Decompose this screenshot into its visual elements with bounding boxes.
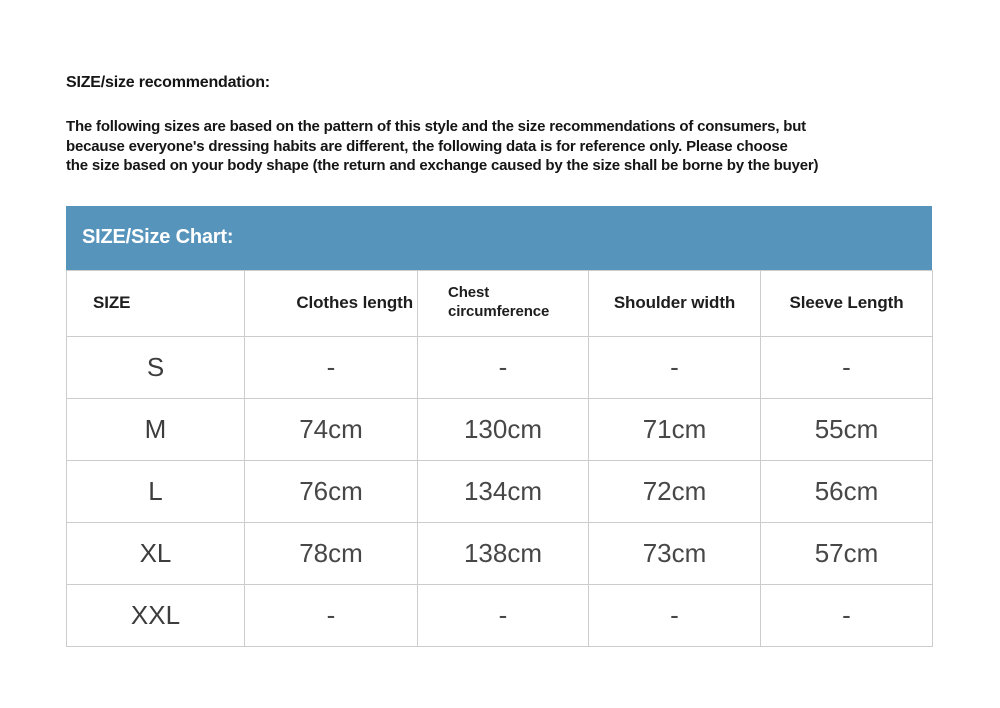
section-heading: SIZE/size recommendation: xyxy=(66,74,270,91)
size-cell: L xyxy=(66,459,245,523)
column-header-sleeve-length: Sleeve Length xyxy=(760,269,933,337)
table-row: M 74cm 130cm 71cm 55cm xyxy=(66,397,933,461)
table-row: S - - - - xyxy=(66,335,933,399)
column-header-size: SIZE xyxy=(66,269,245,337)
size-cell: S xyxy=(66,335,245,399)
table-row: XL 78cm 138cm 73cm 57cm xyxy=(66,521,933,585)
size-chart-title-bar: SIZE/Size Chart: xyxy=(66,205,932,270)
size-cell: M xyxy=(66,397,245,461)
sleeve-length-cell: 55cm xyxy=(760,397,933,461)
clothes-length-cell: 76cm xyxy=(244,459,418,523)
size-cell: XXL xyxy=(66,583,245,647)
sleeve-length-cell: - xyxy=(760,335,933,399)
shoulder-width-cell: 73cm xyxy=(588,521,761,585)
table-row: L 76cm 134cm 72cm 56cm xyxy=(66,459,933,523)
size-recommendation-section: SIZE/size recommendation: The following … xyxy=(66,74,933,647)
shoulder-width-cell: 71cm xyxy=(588,397,761,461)
chest-circumference-cell: 138cm xyxy=(417,521,589,585)
chest-circumference-cell: 130cm xyxy=(417,397,589,461)
column-header-shoulder-width: Shoulder width xyxy=(588,269,761,337)
table-row: XXL - - - - xyxy=(66,583,933,647)
clothes-length-cell: 74cm xyxy=(244,397,418,461)
sleeve-length-cell: 57cm xyxy=(760,521,933,585)
table-header-row: SIZE Clothes length Chest circumference … xyxy=(66,269,933,337)
clothes-length-cell: - xyxy=(244,583,418,647)
shoulder-width-cell: 72cm xyxy=(588,459,761,523)
clothes-length-cell: - xyxy=(244,335,418,399)
size-chart-table: SIZE Clothes length Chest circumference … xyxy=(66,269,933,647)
chest-circumference-cell: 134cm xyxy=(417,459,589,523)
size-chart: SIZE/Size Chart: SIZE Clothes length Che… xyxy=(66,205,933,647)
shoulder-width-cell: - xyxy=(588,583,761,647)
column-header-chest-circumference: Chest circumference xyxy=(417,269,589,337)
column-header-clothes-length: Clothes length xyxy=(244,269,418,337)
sleeve-length-cell: 56cm xyxy=(760,459,933,523)
clothes-length-cell: 78cm xyxy=(244,521,418,585)
size-chart-title: SIZE/Size Chart: xyxy=(82,226,234,248)
size-cell: XL xyxy=(66,521,245,585)
sleeve-length-cell: - xyxy=(760,583,933,647)
chest-circumference-cell: - xyxy=(417,335,589,399)
shoulder-width-cell: - xyxy=(588,335,761,399)
chest-circumference-cell: - xyxy=(417,583,589,647)
size-disclaimer-text: The following sizes are based on the pat… xyxy=(66,118,819,174)
